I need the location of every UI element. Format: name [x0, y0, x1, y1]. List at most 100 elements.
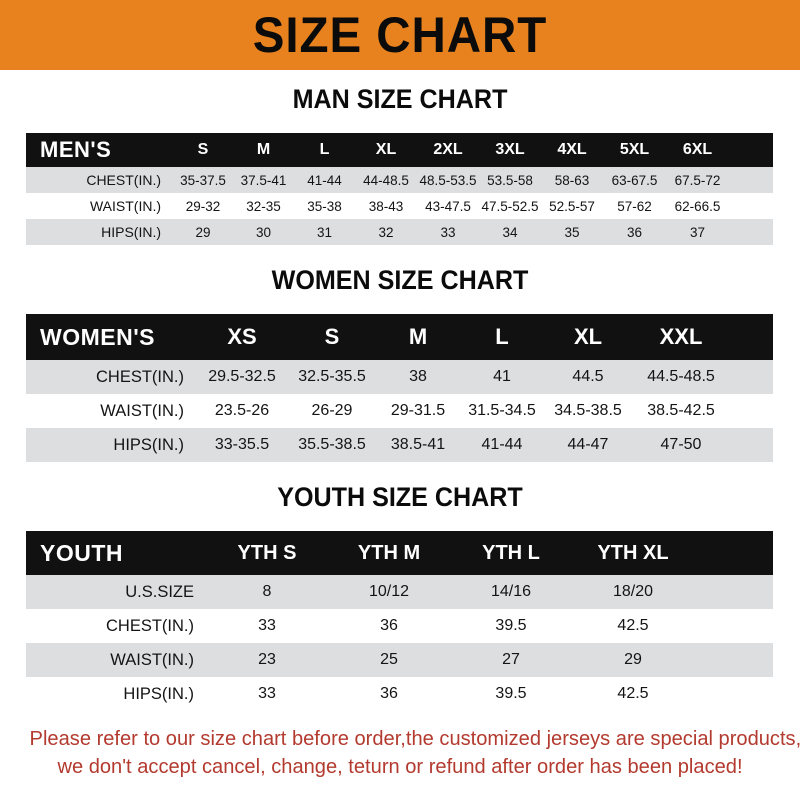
men-chest-2: 41-44: [307, 172, 342, 188]
women-chest-4: 44.5: [572, 368, 604, 385]
men-chest-pad: [729, 167, 773, 193]
men-waist-8: 62-66.5: [674, 198, 721, 214]
men-waist-5: 47.5-52.5: [481, 198, 539, 214]
men-chest-3: 44-48.5: [363, 172, 409, 188]
men-table-body: MEN'S S M L XL 2XL 3XL 4XL 5XL 6XL CHEST…: [26, 133, 773, 245]
youth-hips-2: 39.5: [495, 685, 527, 702]
women-table-body: WOMEN'S XS S M L XL XXL CHEST(IN.) 29.5-…: [26, 314, 773, 462]
men-hips-4: 33: [440, 224, 456, 240]
youth-row-label-hips: HIPS(IN.): [123, 684, 194, 703]
youth-chest-2: 39.5: [495, 617, 527, 634]
men-waist-0: 29-32: [185, 198, 221, 214]
men-row-chest: CHEST(IN.) 35-37.5 37.5-41 41-44 44-48.5…: [26, 167, 773, 193]
men-chest-6: 58-63: [554, 172, 590, 188]
youth-us-size-3: 18/20: [612, 583, 654, 600]
women-row-chest: CHEST(IN.) 29.5-32.5 32.5-35.5 38 41 44.…: [26, 360, 773, 394]
men-corner-label: MEN'S: [40, 137, 112, 162]
youth-us-size-0: 8: [262, 583, 272, 600]
men-row-label-waist: WAIST(IN.): [89, 198, 161, 214]
men-waist-7: 57-62: [617, 198, 652, 214]
women-waist-3: 31.5-34.5: [468, 402, 536, 419]
men-hips-1: 30: [255, 224, 272, 240]
youth-us-size-pad: [694, 575, 773, 609]
women-waist-pad: [730, 394, 773, 428]
women-waist-5: 38.5-42.5: [647, 402, 715, 419]
youth-corner-label: YOUTH: [40, 539, 123, 566]
men-hips-8: 37: [689, 224, 706, 240]
youth-row-label-waist: WAIST(IN.): [110, 650, 194, 669]
women-chest-3: 41: [493, 368, 511, 385]
women-chest-1: 32.5-35.5: [298, 368, 366, 385]
men-size-col-8: 6XL: [682, 141, 713, 158]
women-waist-4: 34.5-38.5: [554, 402, 622, 419]
men-chest-5: 53.5-58: [487, 172, 533, 188]
men-size-col-6: 4XL: [557, 141, 587, 158]
youth-hips-3: 42.5: [617, 685, 649, 702]
men-waist-pad: [729, 193, 773, 219]
youth-row-chest: CHEST(IN.) 33 36 39.5 42.5: [26, 609, 773, 643]
women-hips-5: 47-50: [660, 436, 702, 453]
men-chest-4: 48.5-53.5: [419, 172, 477, 188]
youth-row-label-us-size: U.S.SIZE: [125, 582, 194, 601]
men-size-col-4: 2XL: [433, 141, 463, 158]
youth-chest-1: 36: [380, 617, 398, 634]
men-header-row: MEN'S S M L XL 2XL 3XL 4XL 5XL 6XL: [26, 133, 773, 167]
women-size-section: WOMEN SIZE CHART WOMEN'S XS S M L XL XXL…: [0, 265, 800, 462]
youth-section-title: YOUTH SIZE CHART: [277, 482, 523, 512]
men-waist-2: 35-38: [307, 198, 342, 214]
youth-us-size-1: 10/12: [368, 583, 410, 600]
youth-hips-0: 33: [258, 685, 276, 702]
men-size-col-3: XL: [375, 141, 397, 158]
women-waist-1: 26-29: [311, 402, 353, 419]
men-hips-5: 34: [502, 224, 518, 240]
women-hips-pad: [730, 428, 773, 462]
men-row-label-chest: CHEST(IN.): [86, 172, 161, 188]
men-row-hips: HIPS(IN.) 29 30 31 32 33 34 35 36 37: [26, 219, 773, 245]
women-size-table: WOMEN'S XS S M L XL XXL CHEST(IN.) 29.5-…: [26, 314, 773, 462]
men-size-table: MEN'S S M L XL 2XL 3XL 4XL 5XL 6XL CHEST…: [26, 133, 773, 245]
men-hips-3: 32: [378, 224, 394, 240]
youth-size-col-3: YTH XL: [597, 541, 669, 564]
women-row-label-waist: WAIST(IN.): [100, 401, 184, 420]
youth-table-body: YOUTH YTH S YTH M YTH L YTH XL U.S.SIZE …: [26, 531, 773, 711]
men-chest-1: 37.5-41: [240, 172, 287, 188]
women-chest-pad: [730, 360, 773, 394]
men-size-col-5: 3XL: [495, 141, 525, 158]
women-hips-2: 38.5-41: [390, 436, 446, 453]
youth-header-row: YOUTH YTH S YTH M YTH L YTH XL: [26, 531, 773, 575]
youth-hips-1: 36: [380, 685, 398, 702]
women-header-pad: [730, 314, 773, 360]
women-row-waist: WAIST(IN.) 23.5-26 26-29 29-31.5 31.5-34…: [26, 394, 773, 428]
youth-size-table: YOUTH YTH S YTH M YTH L YTH XL U.S.SIZE …: [26, 531, 773, 711]
footer-disclaimer: Please refer to our size chart before or…: [0, 725, 800, 781]
youth-chest-pad: [694, 609, 773, 643]
men-chest-0: 35-37.5: [180, 172, 226, 188]
men-chest-8: 67.5-72: [674, 172, 721, 188]
women-chest-0: 29.5-32.5: [208, 368, 276, 385]
youth-size-col-0: YTH S: [237, 541, 297, 564]
page-header-banner: SIZE CHART: [0, 0, 800, 70]
women-section-title: WOMEN SIZE CHART: [271, 265, 529, 295]
youth-row-label-chest: CHEST(IN.): [106, 616, 194, 635]
men-size-col-1: M: [256, 141, 271, 158]
men-waist-4: 43-47.5: [425, 198, 471, 214]
women-chest-2: 38: [409, 368, 427, 385]
men-waist-3: 38-43: [368, 198, 404, 214]
youth-header-pad: [694, 531, 773, 575]
women-size-col-0: XS: [227, 324, 257, 349]
youth-waist-1: 25: [380, 651, 398, 668]
women-hips-1: 35.5-38.5: [298, 436, 366, 453]
youth-chest-0: 33: [258, 617, 276, 634]
men-section-title: MAN SIZE CHART: [292, 84, 508, 114]
youth-size-section: YOUTH SIZE CHART YOUTH YTH S YTH M YTH L…: [0, 482, 800, 711]
youth-waist-pad: [694, 643, 773, 677]
youth-waist-3: 29: [624, 651, 642, 668]
men-hips-2: 31: [316, 224, 333, 240]
women-chest-5: 44.5-48.5: [647, 368, 715, 385]
men-hips-pad: [729, 219, 773, 245]
youth-size-col-1: YTH M: [357, 541, 421, 564]
women-size-col-5: XXL: [659, 324, 703, 349]
women-row-label-chest: CHEST(IN.): [96, 367, 184, 386]
women-size-col-3: L: [495, 324, 509, 349]
youth-row-us-size: U.S.SIZE 8 10/12 14/16 18/20: [26, 575, 773, 609]
